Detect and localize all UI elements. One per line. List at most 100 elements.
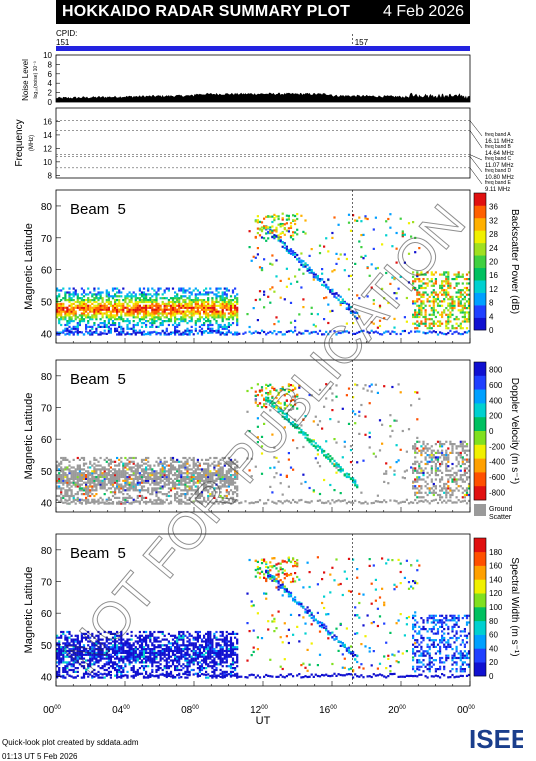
heatmap-cell — [120, 485, 123, 488]
heatmap-cell — [136, 470, 139, 473]
heatmap-cell — [354, 332, 357, 335]
heatmap-cell — [126, 332, 129, 335]
heatmap-cell — [132, 460, 135, 463]
heatmap-cell — [449, 443, 452, 446]
heatmap-cell — [236, 489, 239, 492]
heatmap-cell — [89, 481, 92, 484]
heatmap-cell — [186, 458, 189, 461]
heatmap-cell — [145, 456, 148, 460]
heatmap-cell — [203, 479, 206, 482]
heatmap-cell — [231, 477, 235, 480]
heatmap-cell — [441, 489, 444, 492]
heatmap-cell — [85, 648, 88, 651]
heatmap-cell — [467, 311, 471, 314]
heatmap-cell — [93, 466, 96, 469]
heatmap-cell — [343, 330, 346, 333]
heatmap-cell — [356, 311, 359, 314]
heatmap-cell — [56, 312, 59, 315]
heatmap-cell — [161, 474, 164, 477]
heatmap-cell — [463, 474, 466, 477]
heatmap-cell — [165, 479, 168, 482]
heatmap-cell — [227, 477, 230, 480]
heatmap-cell — [461, 474, 464, 477]
heatmap-cell — [192, 462, 195, 465]
heatmap-cell — [281, 231, 284, 234]
heatmap-cell — [416, 480, 419, 483]
heatmap-cell — [109, 312, 112, 315]
heatmap-cell — [120, 308, 123, 311]
heatmap-cell — [289, 384, 293, 387]
heatmap-cell — [111, 665, 115, 668]
heatmap-cell — [56, 494, 59, 498]
heatmap-cell — [312, 420, 315, 423]
heatmap-cell — [68, 636, 71, 639]
heatmap-cell — [459, 327, 462, 330]
heatmap-cell — [126, 327, 129, 330]
heatmap-cell — [192, 477, 195, 480]
heatmap-cell — [151, 323, 154, 327]
heatmap-cell — [312, 490, 315, 493]
heatmap-cell — [236, 310, 239, 313]
heatmap-cell — [459, 469, 462, 472]
heatmap-cell — [153, 299, 156, 302]
heatmap-cell — [443, 332, 446, 336]
heatmap-cell — [190, 487, 193, 490]
heatmap-cell — [424, 282, 427, 285]
heatmap-cell — [89, 460, 92, 463]
heatmap-cell — [333, 438, 336, 441]
heatmap-cell — [93, 668, 96, 672]
heatmap-cell — [80, 638, 83, 641]
heatmap-cell — [401, 234, 404, 237]
heatmap-cell — [58, 318, 61, 321]
heatmap-cell — [190, 293, 193, 296]
heatmap-cell — [263, 217, 266, 220]
heatmap-cell — [95, 329, 98, 332]
heatmap-cell — [360, 246, 363, 249]
heatmap-cell — [80, 661, 83, 664]
heatmap-cell — [397, 287, 400, 290]
heatmap-cell — [441, 313, 444, 316]
heatmap-cell — [306, 437, 309, 440]
heatmap-cell — [76, 304, 79, 307]
heatmap-cell — [109, 479, 112, 482]
heatmap-cell — [416, 324, 419, 327]
heatmap-cell — [277, 407, 280, 410]
heatmap-cell — [138, 483, 141, 486]
heatmap-cell — [103, 304, 106, 307]
heatmap-cell — [223, 477, 226, 480]
heatmap-cell — [99, 496, 102, 499]
heatmap-cell — [333, 269, 336, 272]
heatmap-cell — [56, 648, 59, 651]
heatmap-cell — [80, 479, 83, 482]
heatmap-cell — [292, 253, 295, 256]
heatmap-cell — [95, 468, 98, 471]
heatmap-cell — [194, 295, 197, 298]
heatmap-cell — [194, 462, 197, 465]
heatmap-cell — [229, 496, 233, 499]
heatmap-cell — [461, 456, 464, 459]
heatmap-cell — [138, 331, 141, 334]
heatmap-cell — [300, 252, 303, 255]
heatmap-cell — [95, 493, 98, 496]
heatmap-cell — [200, 316, 204, 319]
heatmap-cell — [85, 475, 88, 479]
heatmap-cell — [236, 477, 239, 480]
heatmap-cell — [213, 316, 216, 319]
heatmap-cell — [410, 404, 413, 407]
heatmap-cell — [111, 316, 115, 319]
heatmap-cell — [188, 498, 191, 501]
heatmap-cell — [289, 250, 293, 253]
heatmap-cell — [200, 477, 204, 480]
heatmap-cell — [312, 489, 315, 492]
heatmap-cell — [122, 501, 125, 505]
heatmap-cell — [87, 634, 90, 637]
heatmap-cell — [64, 316, 67, 319]
heatmap-cell — [234, 499, 237, 502]
heatmap-cell — [203, 323, 206, 327]
heatmap-cell — [109, 458, 112, 461]
heatmap-cell — [99, 295, 102, 298]
heatmap-cell — [318, 252, 322, 255]
heatmap-cell — [161, 308, 164, 311]
heatmap-cell — [136, 468, 139, 471]
heatmap-cell — [111, 640, 115, 643]
